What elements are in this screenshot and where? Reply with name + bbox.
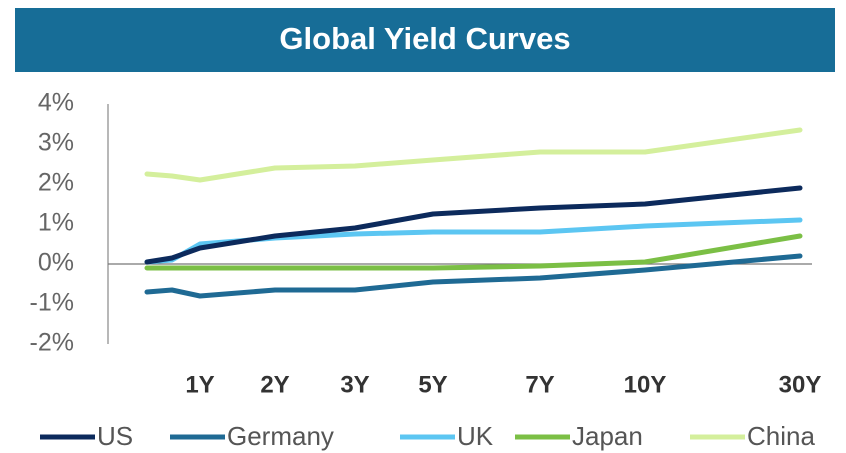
series-line: [144, 127, 803, 183]
x-tick-label: 10Y: [624, 371, 667, 398]
x-tick-label: 5Y: [418, 371, 447, 398]
y-tick-label: 1%: [38, 209, 74, 237]
x-tick-label: 2Y: [260, 371, 289, 398]
x-tick-label: 3Y: [340, 371, 369, 398]
y-tick-label: 4%: [38, 89, 74, 117]
chart-title: Global Yield Curves: [279, 21, 570, 56]
legend-label: Japan: [572, 421, 643, 451]
y-tick-label: 3%: [38, 129, 74, 157]
series-line: [144, 253, 803, 299]
series-line: [144, 185, 803, 265]
x-tick-label: 30Y: [779, 371, 822, 398]
y-tick-label: 2%: [38, 169, 74, 197]
y-tick-label: 0%: [38, 249, 74, 277]
legend-label: Germany: [227, 421, 334, 451]
y-tick-label: -1%: [30, 289, 74, 317]
y-tick-label: -2%: [30, 329, 74, 357]
legend-label: US: [97, 421, 133, 451]
x-tick-label: 7Y: [525, 371, 554, 398]
legend-label: China: [747, 421, 815, 451]
title-bar: [15, 8, 835, 72]
legend-label: UK: [457, 421, 494, 451]
x-tick-label: 1Y: [185, 371, 214, 398]
series-line: [144, 233, 803, 271]
